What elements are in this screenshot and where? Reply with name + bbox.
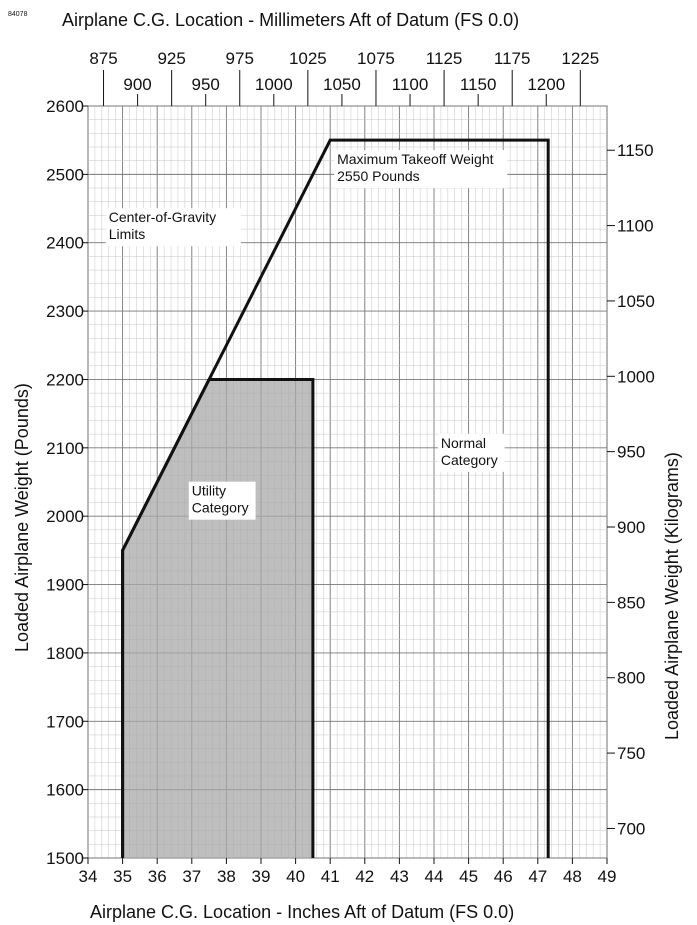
y-tick-label: 1500 [46,849,84,868]
utility-category-area [122,379,313,858]
y-tick-label: 1700 [46,712,84,731]
annotation-background [188,481,256,520]
x-tick-label: 47 [528,867,547,886]
y-tick-label: 2500 [46,165,84,184]
mm-tick-label-upper: 1025 [289,49,327,68]
mm-tick-label-upper: 875 [89,49,117,68]
mm-tick-label-lower: 1150 [460,75,497,94]
y-tick-label: 1600 [46,781,84,800]
y-tick-label: 2000 [46,507,84,526]
mm-tick-label-lower: 900 [123,75,151,94]
kg-tick-label: 950 [617,443,645,462]
kg-tick-label: 900 [617,518,645,537]
kg-tick-label: 1100 [617,217,654,236]
x-tick-label: 35 [113,867,132,886]
x-tick-label: 48 [563,867,582,886]
x-tick-label: 40 [286,867,305,886]
annotation-text: Center-of-Gravity [109,209,216,225]
y2-axis-label: Loaded Airplane Weight (Kilograms) [662,452,682,740]
x-tick-label: 45 [459,867,478,886]
mm-tick-label-upper: 1075 [357,49,395,68]
annotation-text: Category [192,500,249,516]
kg-tick-label: 1150 [617,141,654,160]
kg-tick-label: 750 [617,744,645,763]
mm-tick-label-upper: 1175 [494,49,531,68]
x-tick-label: 38 [217,867,236,886]
y-tick-label: 1900 [46,576,84,595]
annotation-background [105,208,241,247]
x-tick-label: 39 [252,867,271,886]
x-tick-label: 43 [390,867,409,886]
kg-tick-label: 700 [617,819,645,838]
x-tick-label: 42 [355,867,374,886]
y-tick-label: 2100 [46,439,84,458]
x-tick-label: 44 [425,867,444,886]
figure-number: 84078 [8,11,28,18]
mm-tick-label-lower: 1000 [255,75,293,94]
annotation-text: Maximum Takeoff Weight [337,151,494,167]
mm-tick-label-lower: 1100 [392,75,429,94]
mm-tick-label-upper: 1225 [561,49,599,68]
x-tick-label: 37 [182,867,201,886]
y-tick-label: 2200 [46,370,84,389]
mm-tick-label-lower: 950 [192,75,220,94]
y-axis-label: Loaded Airplane Weight (Pounds) [12,383,32,652]
chart-title: Airplane C.G. Location - Millimeters Aft… [62,10,519,30]
annotation-background [437,433,505,472]
mm-tick-label-lower: 1050 [323,75,361,94]
x-tick-label: 34 [79,867,98,886]
annotation-text: Utility [192,483,226,499]
annotation-text: Category [441,452,498,468]
x-tick-label: 46 [494,867,513,886]
annotation-background [334,150,508,189]
annotation-text: Normal [441,435,486,451]
kg-tick-label: 800 [617,669,645,688]
mm-tick-label-upper: 1125 [426,49,463,68]
x-tick-label: 49 [598,867,617,886]
kg-tick-label: 1050 [617,292,655,311]
annotation-text: Limits [109,226,146,242]
x-axis-label: Airplane C.G. Location - Inches Aft of D… [90,902,514,922]
utility-category-envelope [121,377,315,858]
mm-tick-label-upper: 975 [226,49,254,68]
y-tick-label: 2300 [46,302,84,321]
x-tick-label: 36 [148,867,167,886]
y-tick-label: 2600 [46,97,84,116]
kg-tick-label: 850 [617,593,645,612]
y-tick-label: 2400 [46,234,84,253]
y-tick-label: 1800 [46,644,84,663]
mm-tick-label-upper: 925 [157,49,185,68]
kg-tick-label: 1000 [617,367,655,386]
chart-series [121,138,550,858]
x-tick-label: 41 [321,867,340,886]
annotation-text: 2550 Pounds [337,168,420,184]
mm-tick-label-lower: 1200 [527,75,565,94]
chart-ticks: 34 35 36 37 38 39 40 41 42 43 44 45 46 47 48 49 1500 1600… [46,49,655,886]
